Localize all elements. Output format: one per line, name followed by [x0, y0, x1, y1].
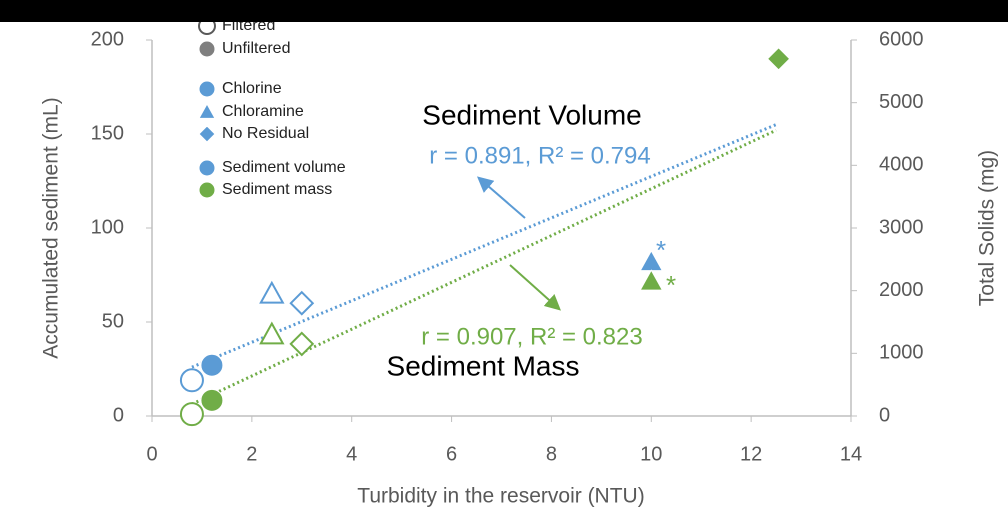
x-axis-title: Turbidity in the reservoir (NTU)	[357, 485, 644, 508]
y2-tick-label: 0	[879, 404, 890, 426]
annotation: Sediment Mass	[387, 350, 580, 381]
marker	[200, 353, 224, 377]
x-tick-label: 0	[146, 443, 157, 465]
y2-tick-label: 3000	[879, 216, 924, 238]
legend-label: Chloramine	[222, 103, 304, 120]
y2-tick-label: 4000	[879, 154, 924, 176]
marker	[289, 331, 315, 357]
x-tick-label: 4	[346, 443, 357, 465]
marker	[259, 280, 285, 304]
legend-marker	[198, 125, 216, 143]
x-tick-label: 12	[740, 443, 762, 465]
annotation: r = 0.891, R² = 0.794	[429, 142, 650, 169]
y-tick-label: 100	[91, 216, 124, 238]
legend-marker	[198, 102, 216, 119]
annotation: Sediment Volume	[422, 99, 641, 130]
y-tick-label: 50	[102, 310, 124, 332]
legend-label: Sediment volume	[222, 159, 346, 176]
legend-label: Chlorine	[222, 80, 282, 97]
arrow	[476, 176, 526, 219]
y2-tick-label: 2000	[879, 279, 924, 301]
legend-label: Unfiltered	[222, 40, 290, 57]
y-tick-label: 150	[91, 122, 124, 144]
marker	[289, 290, 315, 316]
marker	[200, 388, 224, 412]
marker	[179, 402, 204, 427]
marker	[639, 269, 664, 291]
y2-axis-title: Total Solids (mg)	[976, 150, 999, 306]
legend-label: No Residual	[222, 125, 309, 142]
y-axis-title: Accumulated sediment (mL)	[40, 97, 63, 358]
x-tick-label: 14	[840, 443, 862, 465]
asterisk: *	[656, 235, 666, 265]
y2-tick-label: 1000	[879, 342, 924, 364]
legend-marker	[198, 181, 216, 199]
marker	[259, 321, 285, 345]
legend-marker	[198, 40, 216, 58]
marker	[766, 47, 791, 71]
annotation: r = 0.907, R² = 0.823	[421, 323, 642, 350]
y-tick-label: 0	[113, 404, 124, 426]
arrow	[509, 264, 561, 311]
legend-label: Sediment mass	[222, 181, 332, 198]
x-tick-label: 6	[446, 443, 457, 465]
legend-marker	[198, 159, 216, 177]
y2-tick-label: 6000	[879, 28, 924, 50]
x-tick-label: 2	[246, 443, 257, 465]
legend-marker	[198, 80, 216, 98]
marker	[179, 368, 204, 393]
y2-tick-label: 5000	[879, 91, 924, 113]
x-tick-label: 10	[640, 443, 662, 465]
asterisk: *	[666, 270, 676, 300]
x-tick-label: 8	[546, 443, 557, 465]
trendline	[191, 123, 777, 369]
top-bar	[0, 0, 1008, 22]
y-tick-label: 200	[91, 28, 124, 50]
